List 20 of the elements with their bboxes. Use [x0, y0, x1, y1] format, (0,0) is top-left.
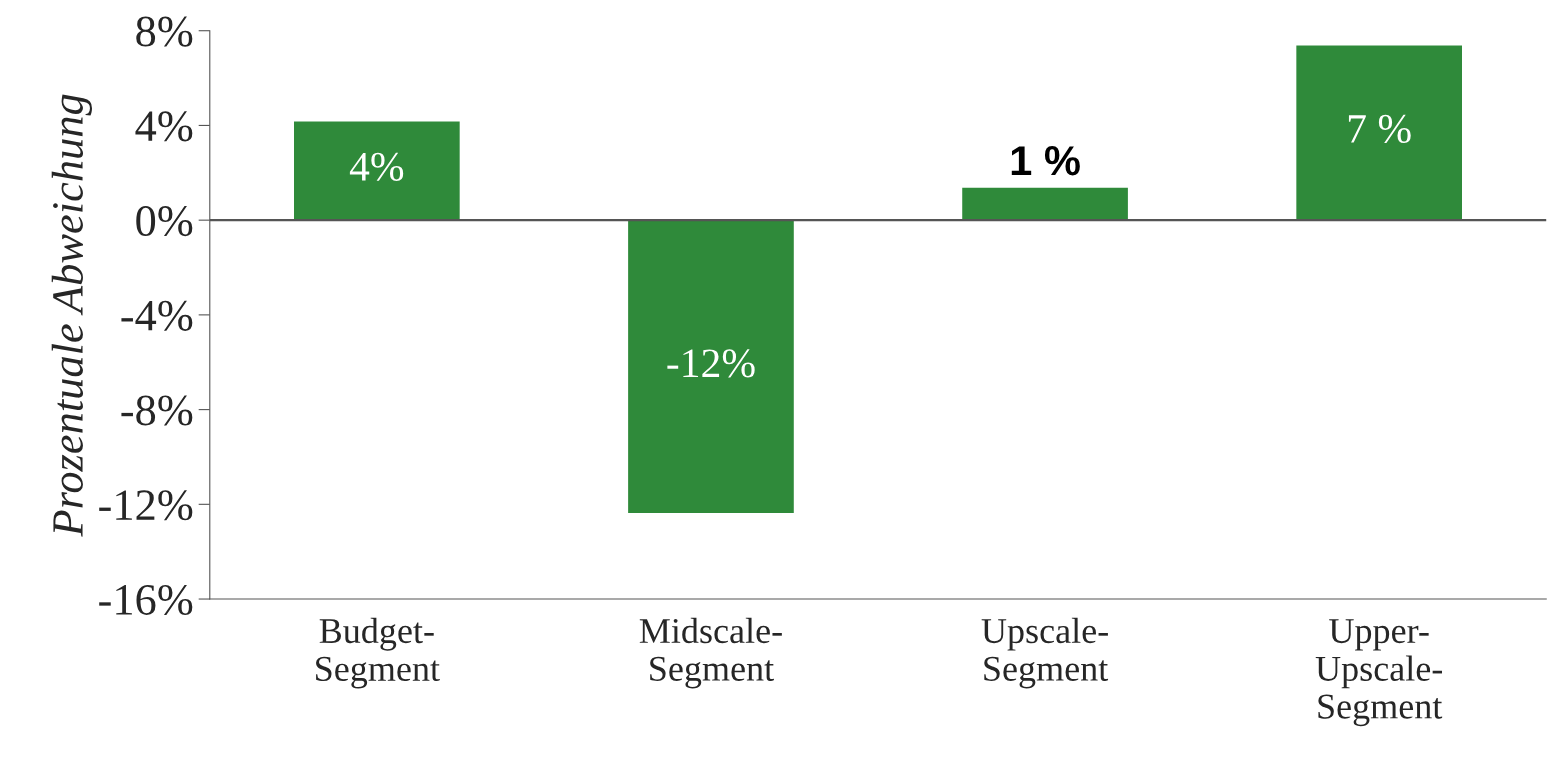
- y-tick-label: -16%: [99, 584, 193, 616]
- x-tick-label: Upscale- Segment: [981, 617, 1109, 689]
- bar: [1294, 44, 1464, 221]
- bar: [626, 219, 796, 515]
- x-tick-label: Upper- Upscale- Segment: [1315, 619, 1443, 727]
- y-tick-label: -12%: [99, 490, 193, 521]
- bar: [292, 120, 462, 221]
- y-tick-label: 8%: [136, 16, 193, 47]
- bar: [960, 186, 1130, 221]
- data-label: -12%: [667, 349, 755, 378]
- data-label: 7 %: [1348, 114, 1411, 144]
- data-label: 1 %: [1011, 146, 1080, 176]
- y-tick-label: -8%: [121, 395, 193, 426]
- y-tick-label: 0%: [136, 206, 193, 237]
- y-axis-title: Prozentuale Abweichung: [51, 94, 92, 537]
- y-tick-label: -4%: [121, 300, 193, 331]
- data-label: 4%: [349, 152, 404, 181]
- y-tick-label: 4%: [135, 111, 193, 142]
- x-tick-label: Midscale- Segment: [639, 617, 782, 689]
- x-tick-label: Budget- Segment: [316, 617, 440, 689]
